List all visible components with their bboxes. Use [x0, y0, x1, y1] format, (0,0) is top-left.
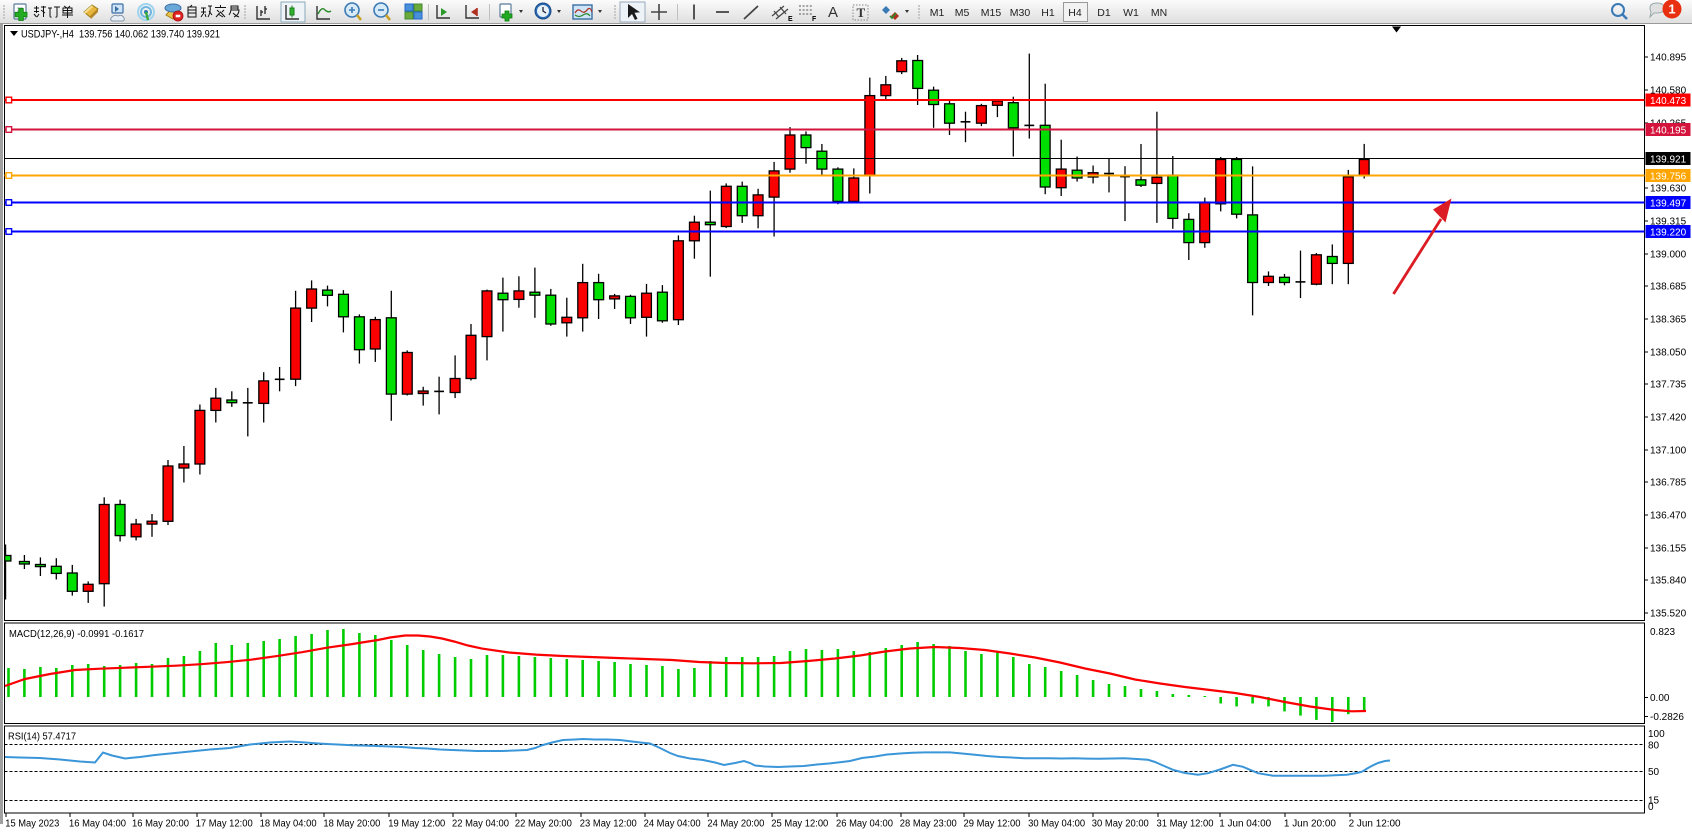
svg-text:15 May 2023: 15 May 2023	[5, 819, 59, 830]
svg-text:29 May 12:00: 29 May 12:00	[964, 819, 1021, 830]
svg-text:0.823: 0.823	[1650, 627, 1675, 638]
svg-text:16 May 04:00: 16 May 04:00	[69, 819, 126, 830]
svg-text:H1: H1	[1041, 7, 1055, 19]
svg-text:139.921: 139.921	[1650, 154, 1687, 165]
svg-text:D1: D1	[1097, 7, 1111, 19]
svg-text:30 May 20:00: 30 May 20:00	[1092, 819, 1149, 830]
svg-text:140.473: 140.473	[1650, 96, 1687, 107]
svg-text:E: E	[788, 16, 793, 23]
svg-text:1 Jun 04:00: 1 Jun 04:00	[1219, 819, 1271, 830]
svg-text:18 May 20:00: 18 May 20:00	[323, 819, 380, 830]
svg-text:RSI(14) 57.4717: RSI(14) 57.4717	[8, 732, 76, 743]
svg-text:M15: M15	[981, 7, 1002, 19]
svg-text:22 May 04:00: 22 May 04:00	[452, 819, 509, 830]
svg-text:80: 80	[1648, 741, 1660, 752]
svg-text:138.050: 138.050	[1650, 348, 1687, 359]
svg-text:137.735: 137.735	[1650, 380, 1687, 391]
svg-text:28 May 23:00: 28 May 23:00	[900, 819, 957, 830]
svg-text:M5: M5	[955, 7, 970, 19]
svg-text:24 May 20:00: 24 May 20:00	[707, 819, 764, 830]
svg-text:138.365: 138.365	[1650, 315, 1687, 326]
svg-text:50: 50	[1648, 767, 1660, 778]
svg-text:M30: M30	[1010, 7, 1031, 19]
svg-text:0.00: 0.00	[1650, 693, 1670, 704]
svg-text:MN: MN	[1151, 7, 1167, 19]
svg-text:MACD(12,26,9) -0.0991 -0.1617: MACD(12,26,9) -0.0991 -0.1617	[9, 629, 144, 640]
svg-text:139.315: 139.315	[1650, 217, 1687, 228]
svg-text:0: 0	[1648, 802, 1654, 813]
svg-text:24 May 04:00: 24 May 04:00	[644, 819, 701, 830]
svg-text:15: 15	[1648, 796, 1660, 807]
svg-text:-0.2826: -0.2826	[1650, 712, 1684, 723]
svg-text:17 May 12:00: 17 May 12:00	[196, 819, 253, 830]
svg-text:F: F	[812, 16, 817, 23]
svg-text:18 May 04:00: 18 May 04:00	[260, 819, 317, 830]
svg-text:140.895: 140.895	[1650, 53, 1687, 64]
svg-text:16 May 20:00: 16 May 20:00	[132, 819, 189, 830]
svg-text:1 Jun 20:00: 1 Jun 20:00	[1284, 819, 1336, 830]
svg-text:138.685: 138.685	[1650, 282, 1687, 293]
svg-text:25 May 12:00: 25 May 12:00	[771, 819, 828, 830]
svg-text:135.840: 135.840	[1650, 576, 1687, 587]
svg-text:135.520: 135.520	[1650, 609, 1687, 620]
svg-text:1: 1	[1668, 2, 1675, 17]
svg-text:137.100: 137.100	[1650, 446, 1687, 457]
svg-text:26 May 04:00: 26 May 04:00	[836, 819, 893, 830]
svg-text:137.420: 137.420	[1650, 413, 1687, 424]
svg-text:H4: H4	[1068, 7, 1082, 19]
svg-text:30 May 04:00: 30 May 04:00	[1028, 819, 1085, 830]
svg-text:19 May 12:00: 19 May 12:00	[388, 819, 445, 830]
svg-text:139.630: 139.630	[1650, 184, 1687, 195]
svg-text:31 May 12:00: 31 May 12:00	[1157, 819, 1214, 830]
svg-text:M1: M1	[930, 7, 945, 19]
svg-text:T: T	[857, 5, 866, 20]
svg-text:136.785: 136.785	[1650, 478, 1687, 489]
svg-text:100: 100	[1648, 729, 1665, 740]
svg-text:139.756: 139.756	[1650, 171, 1687, 182]
svg-text:139.000: 139.000	[1650, 250, 1687, 261]
svg-text:A: A	[828, 4, 838, 21]
svg-text:USDJPY-,H4 139.756 140.062 13: USDJPY-,H4 139.756 140.062 139.740 139.9…	[21, 29, 220, 41]
svg-text:22 May 20:00: 22 May 20:00	[515, 819, 572, 830]
svg-text:139.220: 139.220	[1650, 227, 1687, 238]
svg-text:136.470: 136.470	[1650, 511, 1687, 522]
svg-text:2 Jun 12:00: 2 Jun 12:00	[1349, 819, 1401, 830]
svg-text:140.195: 140.195	[1650, 125, 1687, 136]
svg-text:W1: W1	[1123, 7, 1139, 19]
svg-text:139.497: 139.497	[1650, 198, 1687, 209]
svg-text:140.580: 140.580	[1650, 86, 1687, 97]
svg-text:23 May 12:00: 23 May 12:00	[580, 819, 637, 830]
svg-text:136.155: 136.155	[1650, 544, 1687, 555]
